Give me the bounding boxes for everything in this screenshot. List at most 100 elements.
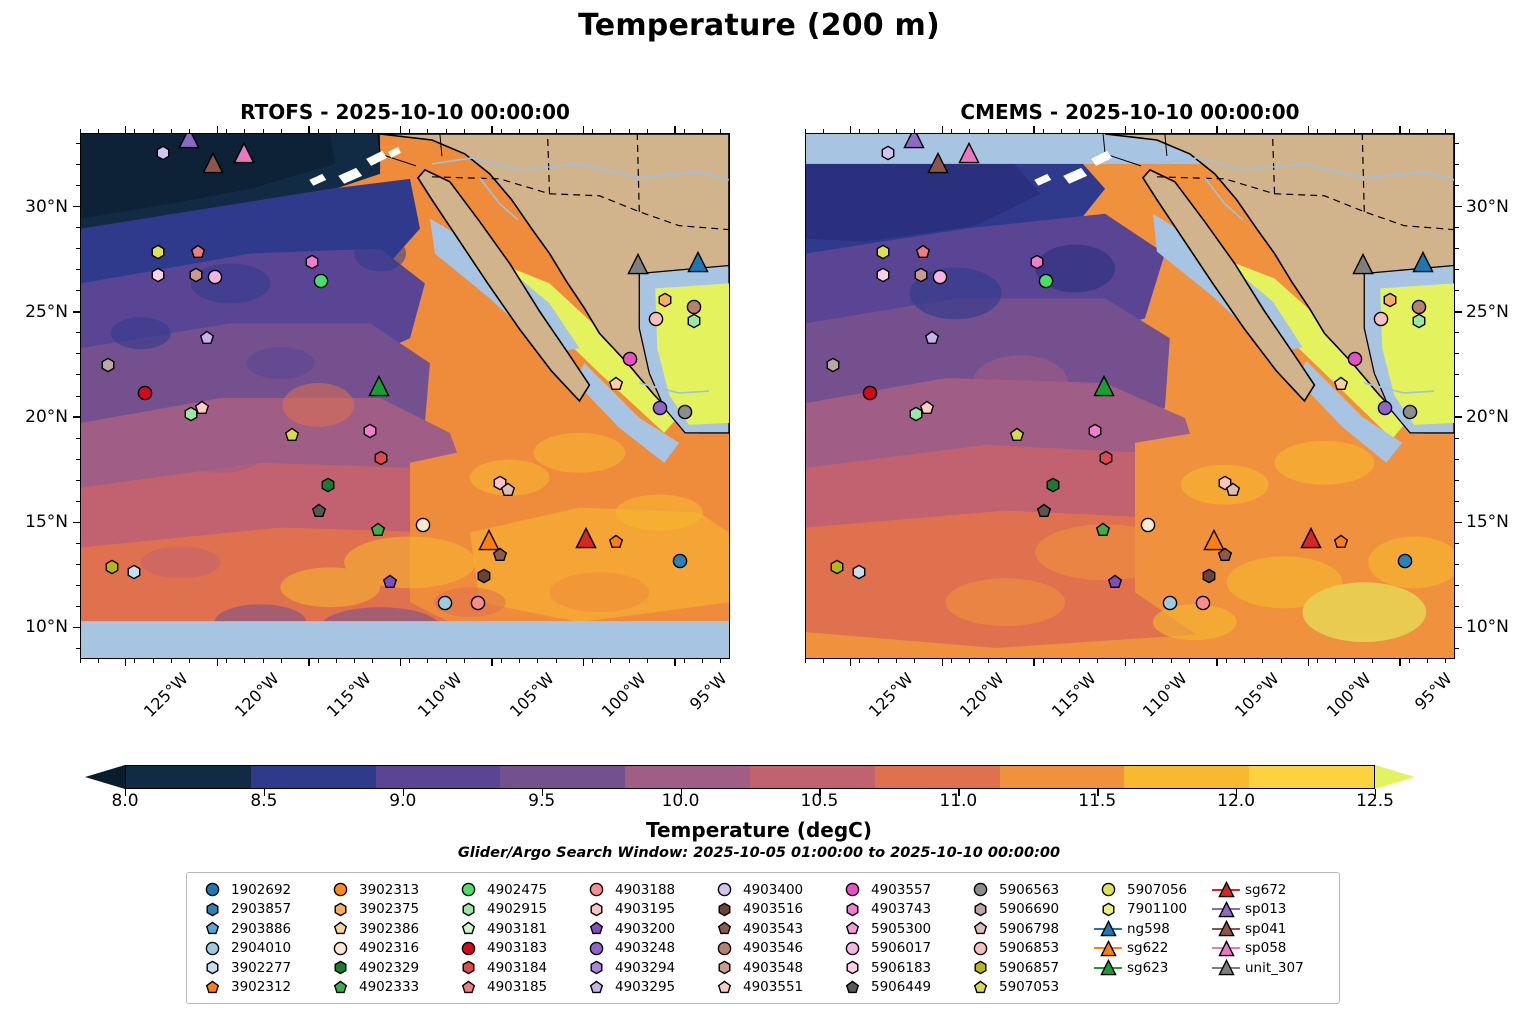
legend-item-4902475[interactable]: 4902475 (453, 880, 581, 900)
legend-item-4903181[interactable]: 4903181 (453, 919, 581, 939)
map-marker-5906690[interactable] (825, 357, 841, 373)
map-marker-4903200[interactable] (1107, 574, 1123, 590)
map-panel-cmems[interactable] (805, 133, 1455, 659)
map-marker-4903557[interactable] (362, 423, 378, 439)
map-marker-4903557b[interactable] (1347, 351, 1363, 367)
legend-item-4903743[interactable]: 4903743 (837, 900, 965, 920)
legend-item-ng598[interactable]: ng598 (1093, 919, 1211, 939)
map-marker-sp058[interactable] (233, 141, 255, 164)
legend-item-4903557[interactable]: 4903557 (837, 880, 965, 900)
map-marker-5907053[interactable] (1009, 427, 1025, 443)
map-marker-3902277[interactable] (126, 564, 142, 580)
map-marker-5906563[interactable] (1402, 404, 1418, 420)
legend-item-4903400[interactable]: 4903400 (709, 880, 837, 900)
map-marker-3902375[interactable] (657, 292, 673, 308)
map-marker-4903185[interactable] (915, 244, 931, 260)
legend-item-5907056[interactable]: 5907056 (1093, 880, 1211, 900)
map-marker-sp013[interactable] (903, 134, 925, 149)
map-marker-5906798[interactable] (1225, 482, 1241, 498)
map-marker-5906017[interactable] (932, 269, 948, 285)
legend-item-3902277[interactable]: 3902277 (197, 958, 325, 978)
map-marker-5906449[interactable] (1036, 503, 1052, 519)
map-marker-4903743[interactable] (1029, 254, 1045, 270)
map-marker-5907056[interactable] (875, 244, 891, 260)
legend-item-sp041[interactable]: sp041 (1211, 919, 1329, 939)
map-marker-4902475[interactable] (313, 273, 329, 289)
map-marker-4903557b[interactable] (622, 351, 638, 367)
legend-item-4903184[interactable]: 4903184 (453, 958, 581, 978)
map-marker-4903546[interactable] (686, 299, 702, 315)
legend-item-4903516[interactable]: 4903516 (709, 900, 837, 920)
map-marker-unit_307[interactable] (626, 253, 649, 275)
legend-item-sg622[interactable]: sg622 (1093, 939, 1211, 959)
map-marker-5906857[interactable] (829, 559, 845, 575)
legend-item-5906690[interactable]: 5906690 (965, 900, 1093, 920)
map-marker-4903743[interactable] (304, 254, 320, 270)
map-marker-4903551[interactable] (194, 400, 210, 416)
map-marker-sp058[interactable] (958, 141, 980, 164)
legend-item-3902375[interactable]: 3902375 (325, 900, 453, 920)
map-marker-4903548[interactable] (188, 267, 204, 283)
map-marker-4903516[interactable] (476, 568, 492, 584)
map-marker-5906853[interactable] (1373, 311, 1389, 327)
map-marker-4903543[interactable] (1217, 547, 1233, 563)
legend-item-4903183[interactable]: 4903183 (453, 939, 581, 959)
map-marker-4903188[interactable] (470, 595, 486, 611)
legend-item-2903857[interactable]: 2903857 (197, 900, 325, 920)
map-marker-5906798[interactable] (500, 482, 516, 498)
map-marker-4902316[interactable] (415, 517, 431, 533)
map-marker-2903857[interactable] (1397, 553, 1413, 569)
legend-item-5906449[interactable]: 5906449 (837, 978, 965, 998)
map-marker-sg622[interactable] (1203, 528, 1226, 551)
legend-item-4903548[interactable]: 4903548 (709, 958, 837, 978)
legend-item-sg672[interactable]: sg672 (1211, 880, 1329, 900)
legend-item-5907053[interactable]: 5907053 (965, 978, 1093, 998)
legend-item-4902316[interactable]: 4902316 (325, 939, 453, 959)
map-panel-rtofs[interactable] (80, 133, 730, 659)
map-marker-sp013[interactable] (178, 134, 200, 149)
legend-item-5906563[interactable]: 5906563 (965, 880, 1093, 900)
map-marker-5906183[interactable] (875, 267, 891, 283)
map-marker-4902333[interactable] (370, 522, 386, 538)
legend-item-4903295[interactable]: 4903295 (581, 978, 709, 998)
legend-item-5906017[interactable]: 5906017 (837, 939, 965, 959)
map-marker-4903551[interactable] (919, 400, 935, 416)
legend-item-4903185[interactable]: 4903185 (453, 978, 581, 998)
legend-item-sp058[interactable]: sp058 (1211, 939, 1329, 959)
map-marker-4903184[interactable] (1098, 450, 1114, 466)
map-marker-4903248[interactable] (1377, 400, 1393, 416)
map-marker-4903248[interactable] (652, 400, 668, 416)
map-marker-4903188[interactable] (1195, 595, 1211, 611)
map-marker-4903183[interactable] (137, 385, 153, 401)
map-marker-4902329[interactable] (320, 477, 336, 493)
legend-item-4903546[interactable]: 4903546 (709, 939, 837, 959)
legend-item-sg623[interactable]: sg623 (1093, 958, 1211, 978)
legend-item-4903294[interactable]: 4903294 (581, 958, 709, 978)
map-marker-3902312[interactable] (608, 534, 624, 550)
map-marker-2903857[interactable] (672, 553, 688, 569)
map-marker-sg622[interactable] (478, 528, 501, 551)
legend-item-5906853[interactable]: 5906853 (965, 939, 1093, 959)
legend-item-4902333[interactable]: 4902333 (325, 978, 453, 998)
map-marker-ng598[interactable] (1412, 251, 1434, 273)
map-marker-4903557[interactable] (1087, 423, 1103, 439)
map-marker-3902277[interactable] (851, 564, 867, 580)
legend-item-4903551[interactable]: 4903551 (709, 978, 837, 998)
map-marker-3902375[interactable] (1382, 292, 1398, 308)
legend-item-1902692[interactable]: 1902692 (197, 880, 325, 900)
legend-item-sp013[interactable]: sp013 (1211, 900, 1329, 920)
map-marker-2904010[interactable] (1162, 595, 1178, 611)
map-marker-5906857[interactable] (104, 559, 120, 575)
map-marker-5906449[interactable] (311, 503, 327, 519)
map-marker-5907053[interactable] (284, 427, 300, 443)
map-marker-4903400[interactable] (880, 145, 896, 161)
map-marker-unit_307[interactable] (1351, 253, 1374, 275)
map-marker-5906563[interactable] (677, 404, 693, 420)
map-marker-4903546[interactable] (1411, 299, 1427, 315)
legend-item-4903195[interactable]: 4903195 (581, 900, 709, 920)
map-marker-4903200[interactable] (382, 574, 398, 590)
map-marker-4902475b[interactable] (686, 313, 702, 329)
map-marker-4902333[interactable] (1095, 522, 1111, 538)
legend-item-unit_307[interactable]: unit_307 (1211, 958, 1329, 978)
map-marker-5907056[interactable] (150, 244, 166, 260)
